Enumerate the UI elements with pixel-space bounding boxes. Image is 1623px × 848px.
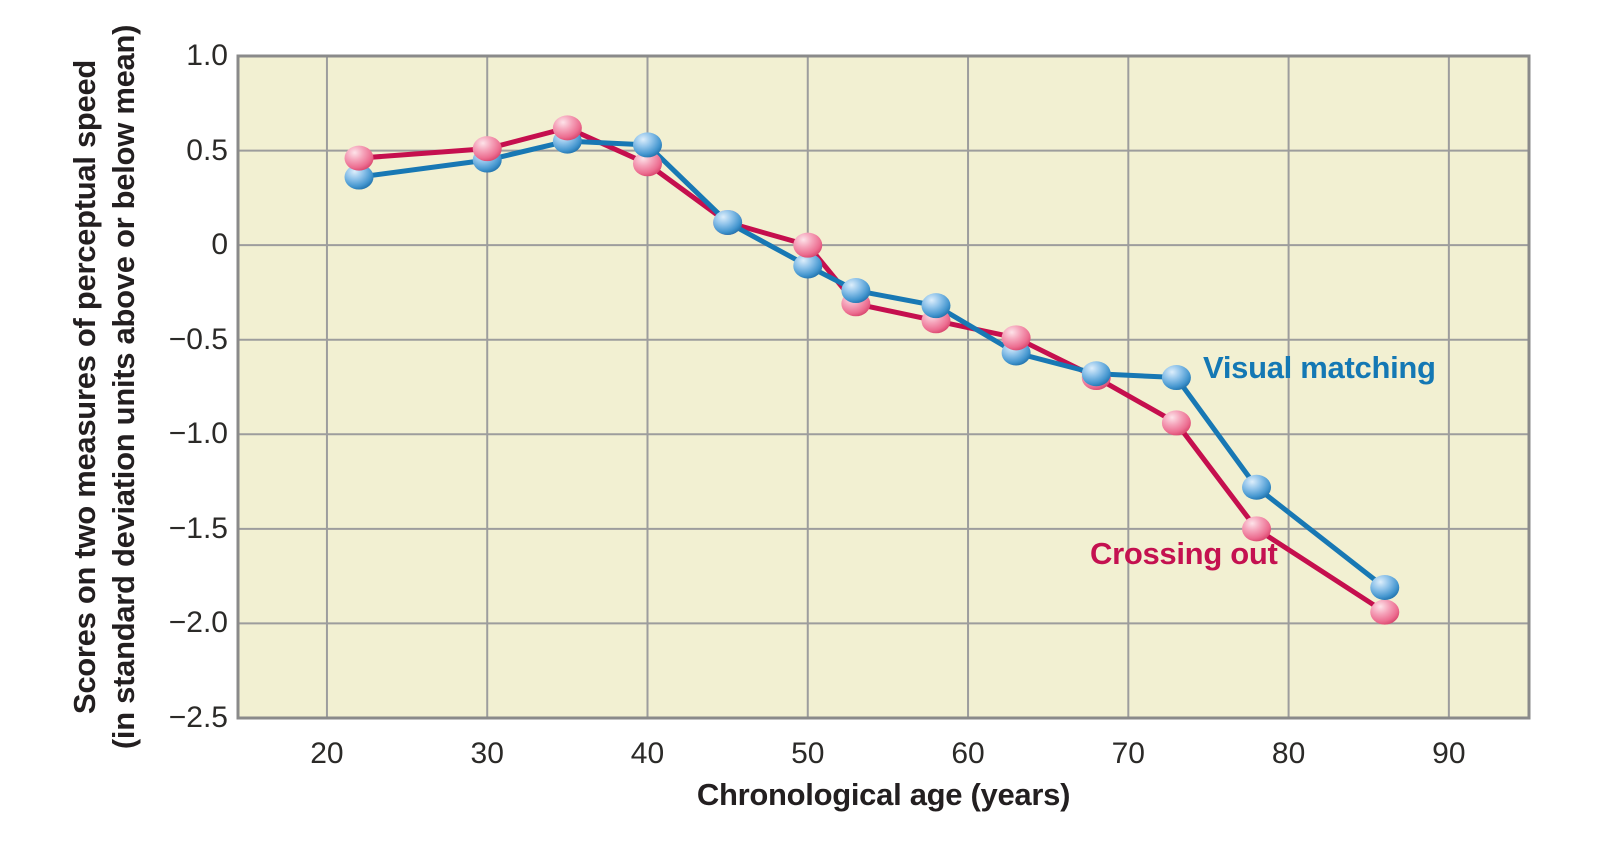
y-tick-label: −1.0 <box>168 417 228 451</box>
y-tick-label: −2.5 <box>168 701 228 734</box>
plot-border <box>236 54 1531 720</box>
series-label-visual-matching: Visual matching <box>1203 350 1436 385</box>
x-tick-label: 80 <box>1271 737 1306 770</box>
y-tick-label: −0.5 <box>168 322 228 356</box>
x-tick-label: 40 <box>630 737 665 770</box>
data-point-marker <box>713 209 743 235</box>
gridlines <box>238 55 1529 719</box>
y-tick-label: −1.5 <box>168 511 228 545</box>
data-point-marker <box>632 132 662 158</box>
y-tick-label: 0 <box>211 228 228 262</box>
x-tick-label: 90 <box>1432 737 1466 770</box>
data-point-marker <box>1081 361 1111 387</box>
data-point-marker <box>632 151 662 177</box>
data-point-marker <box>1370 599 1400 625</box>
data-point-marker <box>1242 516 1272 542</box>
x-tick-label: 70 <box>1111 737 1145 770</box>
x-tick-label: 30 <box>470 737 504 770</box>
x-axis-title: Chronological age (years) <box>696 777 1071 812</box>
data-point-marker <box>1242 474 1272 500</box>
y-tick-label: 0.5 <box>186 133 228 167</box>
y-axis-title-line1: Scores on two measures of perceptual spe… <box>67 59 102 715</box>
data-point-marker <box>1370 574 1400 600</box>
y-tick-label: 1.0 <box>186 39 228 72</box>
data-point-marker <box>1001 325 1031 351</box>
x-tick-label: 60 <box>951 737 985 770</box>
data-point-marker <box>841 278 871 304</box>
x-tick-label: 50 <box>791 737 825 770</box>
x-tick-label: 20 <box>310 737 344 770</box>
plot-background <box>238 56 1529 718</box>
data-point-marker <box>1161 365 1191 391</box>
data-point-marker <box>344 145 374 171</box>
data-point-marker <box>472 136 502 162</box>
data-point-marker <box>1161 410 1191 436</box>
data-point-marker <box>344 164 374 190</box>
data-point-marker <box>793 253 823 279</box>
series-label-crossing-out: Crossing out <box>1090 536 1278 571</box>
data-point-marker <box>552 115 582 141</box>
data-point-marker <box>793 232 823 258</box>
y-tick-label: −2.0 <box>168 606 228 640</box>
data-point-marker <box>921 293 951 319</box>
